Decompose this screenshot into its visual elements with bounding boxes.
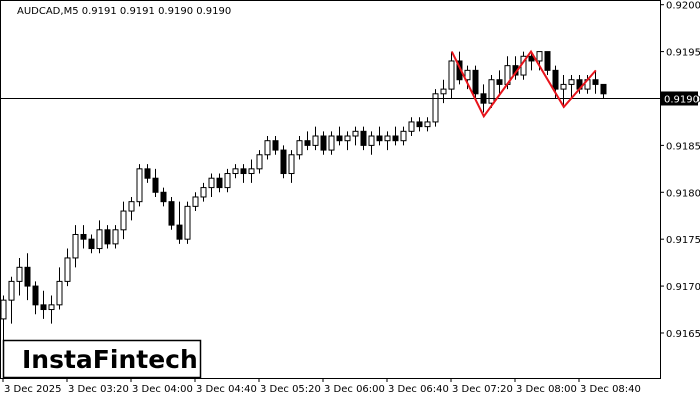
candle-body (360, 130, 367, 146)
candle-body (200, 187, 207, 198)
candle-body (80, 233, 87, 240)
current-price-box (660, 91, 698, 106)
candle-body (8, 280, 15, 301)
x-tick-label: 3 Dec 03:20 (68, 384, 129, 395)
candle-body (328, 135, 335, 151)
candle-body (160, 191, 167, 203)
candle-body (440, 88, 447, 95)
candle-body (496, 79, 503, 85)
candle-body (592, 79, 599, 85)
y-tick-label: 0.9180 (666, 188, 700, 199)
candle-body (376, 135, 383, 142)
candle-body (48, 304, 55, 311)
candle-body (464, 69, 471, 81)
x-tick-label: 3 Dec 08:40 (580, 384, 641, 395)
x-tick-label: 3 Dec 04:40 (196, 384, 257, 395)
candle-body (352, 130, 359, 137)
y-tick-label: 0.9195 (666, 48, 700, 59)
plot-frame (0, 0, 661, 379)
candle-body (448, 60, 455, 90)
candle-body (96, 229, 103, 250)
candle-body (72, 233, 79, 259)
candle-body (560, 83, 567, 90)
candle-body (344, 135, 351, 142)
candle-body (384, 135, 391, 142)
candle-body (176, 224, 183, 240)
y-tick-label: 0.9175 (666, 235, 700, 246)
candle-body (432, 93, 439, 123)
y-tick-label: 0.9165 (666, 329, 700, 340)
candle-body (240, 168, 247, 175)
x-tick-label: 3 Dec 06:40 (388, 384, 449, 395)
candle-body (280, 149, 287, 175)
candle-body (232, 168, 239, 175)
x-tick-label: 3 Dec 2025 (4, 384, 62, 395)
x-tick-label: 3 Dec 08:00 (516, 384, 577, 395)
candle-body (568, 79, 575, 85)
candle-body (32, 285, 39, 306)
candle-body (256, 154, 263, 170)
logo: InstaFintech (22, 345, 198, 374)
candle-body (112, 229, 119, 245)
candle-body (544, 51, 551, 71)
candle-body (104, 229, 111, 245)
candle-body (224, 173, 231, 189)
candle-body (296, 140, 303, 156)
candle-body (16, 266, 23, 282)
candle-body (120, 210, 127, 231)
candle-body (192, 196, 199, 207)
candle-body (320, 135, 327, 151)
logo-box (2, 339, 202, 379)
candle-body (136, 168, 143, 203)
candle-body (552, 69, 559, 90)
y-tick-label: 0.9185 (666, 141, 700, 152)
candle-body (536, 51, 543, 62)
candle-body (208, 177, 215, 189)
candle-body (64, 257, 71, 282)
candle-body (40, 304, 47, 311)
pattern-line (450, 49, 597, 119)
candle-body (184, 205, 191, 240)
x-tick-label: 3 Dec 05:20 (260, 384, 321, 395)
candle-body (88, 238, 95, 250)
candle-body (312, 135, 319, 146)
y-tick-label: 0.9200 (666, 1, 700, 12)
chart-title: AUDCAD,M5 0.9191 0.9191 0.9190 0.9190 (17, 6, 231, 17)
candle-body (216, 177, 223, 189)
y-tick-label: 0.9170 (666, 282, 700, 293)
candle-body (368, 135, 375, 146)
candle-body (288, 154, 295, 175)
candle-body (128, 201, 135, 212)
candle-body (408, 121, 415, 132)
candle-body (336, 135, 343, 142)
candle-body (144, 168, 151, 179)
candle-body (472, 69, 479, 95)
candle-body (400, 130, 407, 142)
current-price-label: 0.9190 (664, 94, 699, 105)
candle-body (248, 168, 255, 175)
candle-body (0, 299, 7, 320)
candle-body (24, 266, 31, 287)
candle-body (152, 177, 159, 193)
candle-body (264, 140, 271, 156)
candle-body (600, 83, 607, 95)
candle-body (488, 79, 495, 104)
candle-body (304, 140, 311, 146)
candle-body (56, 280, 63, 306)
candle-body (168, 201, 175, 226)
candle-body (416, 121, 423, 128)
marks: 0.9165 0.9170 0.9175 0.9180 0.9185 0.9190 0.91… (0, 1, 700, 395)
candle-body (392, 135, 399, 142)
candle-body (272, 140, 279, 151)
x-tick-label: 3 Dec 06:00 (324, 384, 385, 395)
candle-body (528, 55, 535, 62)
x-tick-label: 3 Dec 07:20 (452, 384, 513, 395)
candle-body (424, 121, 431, 128)
x-tick-label: 3 Dec 04:00 (132, 384, 193, 395)
